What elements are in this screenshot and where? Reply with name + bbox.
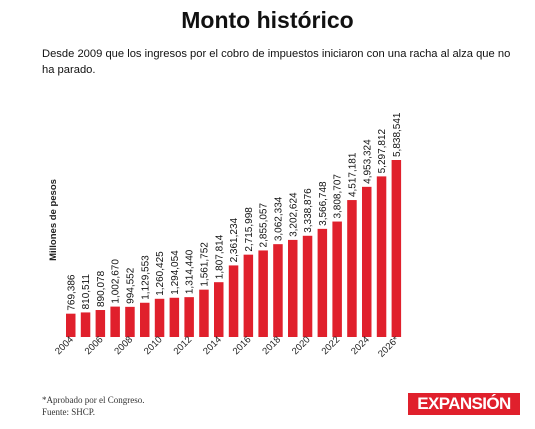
- bar-2011: [169, 297, 180, 337]
- x-tick-label-2016: 2016: [231, 334, 254, 357]
- value-label-2018: 3,062,334: [273, 196, 284, 241]
- value-label-2006: 890,078: [96, 270, 107, 307]
- x-tick-label-2018: 2018: [260, 334, 283, 357]
- x-tick-label-2004: 2004: [53, 334, 76, 357]
- value-label-2021: 3,566,748: [318, 181, 329, 226]
- value-label-2020: 3,338,876: [303, 188, 314, 233]
- value-label-2008: 994,552: [125, 267, 136, 304]
- value-label-2026*: 5,838,541: [392, 112, 403, 157]
- chart-subtitle: Desde 2009 que los ingresos por el cobro…: [42, 48, 511, 76]
- value-label-2022: 3,808,707: [333, 174, 344, 219]
- bar-2017: [258, 250, 268, 337]
- expansion-logo: EXPANSIÓN: [408, 393, 520, 415]
- chart-title: Monto histórico: [181, 7, 354, 33]
- bar-2013: [199, 289, 209, 337]
- x-tick-label-2020: 2020: [290, 334, 313, 357]
- x-tick-label-2012: 2012: [172, 334, 195, 357]
- bar-2025: [376, 176, 387, 337]
- bar-2014: [214, 282, 224, 337]
- x-tick-label-2026*: 2026*: [376, 334, 402, 360]
- bar-2010: [154, 298, 165, 337]
- value-labels-group: 769,386 810,511 890,078 1,002,670 994,552 1,1…: [66, 112, 403, 311]
- footnote-note: *Aprobado por el Congreso.: [42, 395, 145, 405]
- value-label-2005: 810,511: [81, 274, 92, 310]
- bar-2009: [140, 302, 150, 337]
- value-label-2016: 2,715,998: [244, 207, 255, 252]
- x-tick-labels-group: 2004 2006 2008 2010 2012 2014 2016 2018 2020 2022…: [53, 334, 402, 360]
- value-label-2013: 1,561,752: [199, 242, 210, 287]
- value-label-2007: 1,002,670: [111, 259, 122, 304]
- y-axis-label: Millones de pesos: [48, 179, 59, 261]
- bar-2022: [332, 221, 342, 337]
- value-label-2009: 1,129,553: [140, 255, 151, 300]
- bar-2006: [95, 310, 106, 337]
- bar-2021: [317, 228, 328, 337]
- bar-2007: [110, 306, 120, 337]
- value-label-2025: 5,297,812: [377, 128, 388, 173]
- x-tick-label-2014: 2014: [201, 334, 224, 357]
- x-tick-label-2024: 2024: [349, 334, 372, 357]
- value-label-2010: 1,260,425: [155, 251, 166, 296]
- bar-2005: [80, 312, 91, 337]
- footnote: *Aprobado por el Congreso. Fuente: SHCP.: [42, 394, 144, 418]
- x-tick-label-2010: 2010: [142, 334, 165, 357]
- x-tick-label-2008: 2008: [112, 334, 135, 357]
- value-label-2019: 3,202,624: [288, 192, 299, 237]
- bar-2012: [184, 297, 194, 337]
- value-label-2004: 769,386: [66, 274, 77, 311]
- bar-2019: [288, 239, 298, 337]
- bar-2020: [302, 235, 313, 337]
- bar-2004: [66, 313, 76, 337]
- value-label-2024: 4,953,324: [362, 139, 373, 184]
- value-label-2015: 2,361,234: [229, 217, 240, 262]
- bar-2015: [228, 265, 239, 337]
- footnote-source: Fuente: SHCP.: [42, 407, 96, 417]
- value-label-2012: 1,314,440: [185, 249, 196, 294]
- bar-2018: [273, 244, 283, 337]
- bar-2026*: [391, 160, 402, 337]
- bar-2024: [362, 186, 372, 337]
- value-label-2017: 2,855,057: [259, 203, 270, 248]
- bar-2023: [347, 200, 357, 337]
- bar-2016: [243, 254, 254, 337]
- bar-2008: [125, 306, 135, 337]
- value-label-2011: 1,294,054: [170, 250, 181, 295]
- value-label-2014: 1,807,814: [214, 234, 225, 279]
- value-label-2023: 4,517,181: [347, 152, 358, 197]
- bars-group: [66, 160, 402, 337]
- x-tick-label-2022: 2022: [320, 334, 343, 357]
- x-tick-label-2006: 2006: [83, 334, 106, 357]
